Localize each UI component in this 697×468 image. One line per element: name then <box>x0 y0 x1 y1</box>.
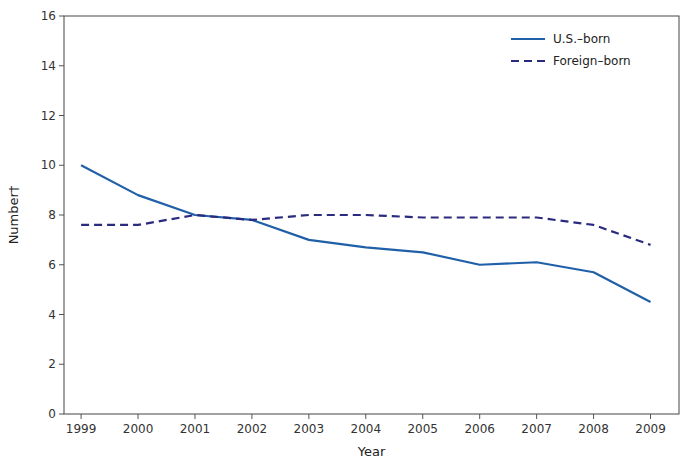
y-tick <box>59 215 64 216</box>
y-tick-label: 6 <box>48 258 56 272</box>
x-tick <box>365 414 366 419</box>
x-tick-label: 2009 <box>635 422 666 436</box>
y-tick <box>59 314 64 315</box>
legend-label: Foreign–born <box>553 54 631 68</box>
x-axis-label: Year <box>357 444 386 459</box>
plot-frame <box>64 16 679 414</box>
y-tick-label: 16 <box>41 9 56 23</box>
x-tick-label: 2002 <box>237 422 268 436</box>
y-tick-label: 2 <box>48 357 56 371</box>
x-tick <box>422 414 423 419</box>
x-tick-label: 2005 <box>407 422 438 436</box>
x-tick-label: 2001 <box>180 422 211 436</box>
y-tick-label: 14 <box>41 59 56 73</box>
y-tick <box>59 16 64 17</box>
chart: 0 2 4 6 8 10 12 14 16 1999 2000 2001 2002 2003 2004 200… <box>0 0 697 468</box>
x-tick-label: 2000 <box>123 422 154 436</box>
x-tick <box>308 414 309 419</box>
legend-swatch <box>511 38 545 40</box>
y-tick-label: 4 <box>48 308 56 322</box>
y-tick <box>59 115 64 116</box>
x-tick <box>194 414 195 419</box>
x-tick-label: 2003 <box>294 422 325 436</box>
x-tick-label: 2006 <box>464 422 495 436</box>
x-tick-label: 2004 <box>351 422 382 436</box>
y-tick <box>59 364 64 365</box>
x-tick <box>251 414 252 419</box>
y-tick <box>59 65 64 66</box>
y-tick-label: 10 <box>41 158 56 172</box>
legend: U.S.–born Foreign–born <box>511 32 631 68</box>
x-tick <box>138 414 139 419</box>
legend-swatch <box>511 60 545 62</box>
legend-label: U.S.–born <box>553 32 610 46</box>
y-tick <box>59 165 64 166</box>
series-line <box>81 165 650 302</box>
series-group <box>81 165 650 302</box>
x-tick <box>650 414 651 419</box>
x-tick-label: 2008 <box>578 422 609 436</box>
x-tick <box>536 414 537 419</box>
x-tick <box>593 414 594 419</box>
y-tick <box>59 264 64 265</box>
x-tick <box>479 414 480 419</box>
y-axis-label: Number† <box>6 185 21 244</box>
x-tick <box>81 414 82 419</box>
x-tick-label: 1999 <box>66 422 97 436</box>
y-tick-label: 0 <box>48 407 56 421</box>
x-tick-label: 2007 <box>521 422 552 436</box>
series-line <box>81 215 650 245</box>
y-tick-label: 8 <box>48 208 56 222</box>
y-tick <box>59 414 64 415</box>
y-tick-label: 12 <box>41 109 56 123</box>
